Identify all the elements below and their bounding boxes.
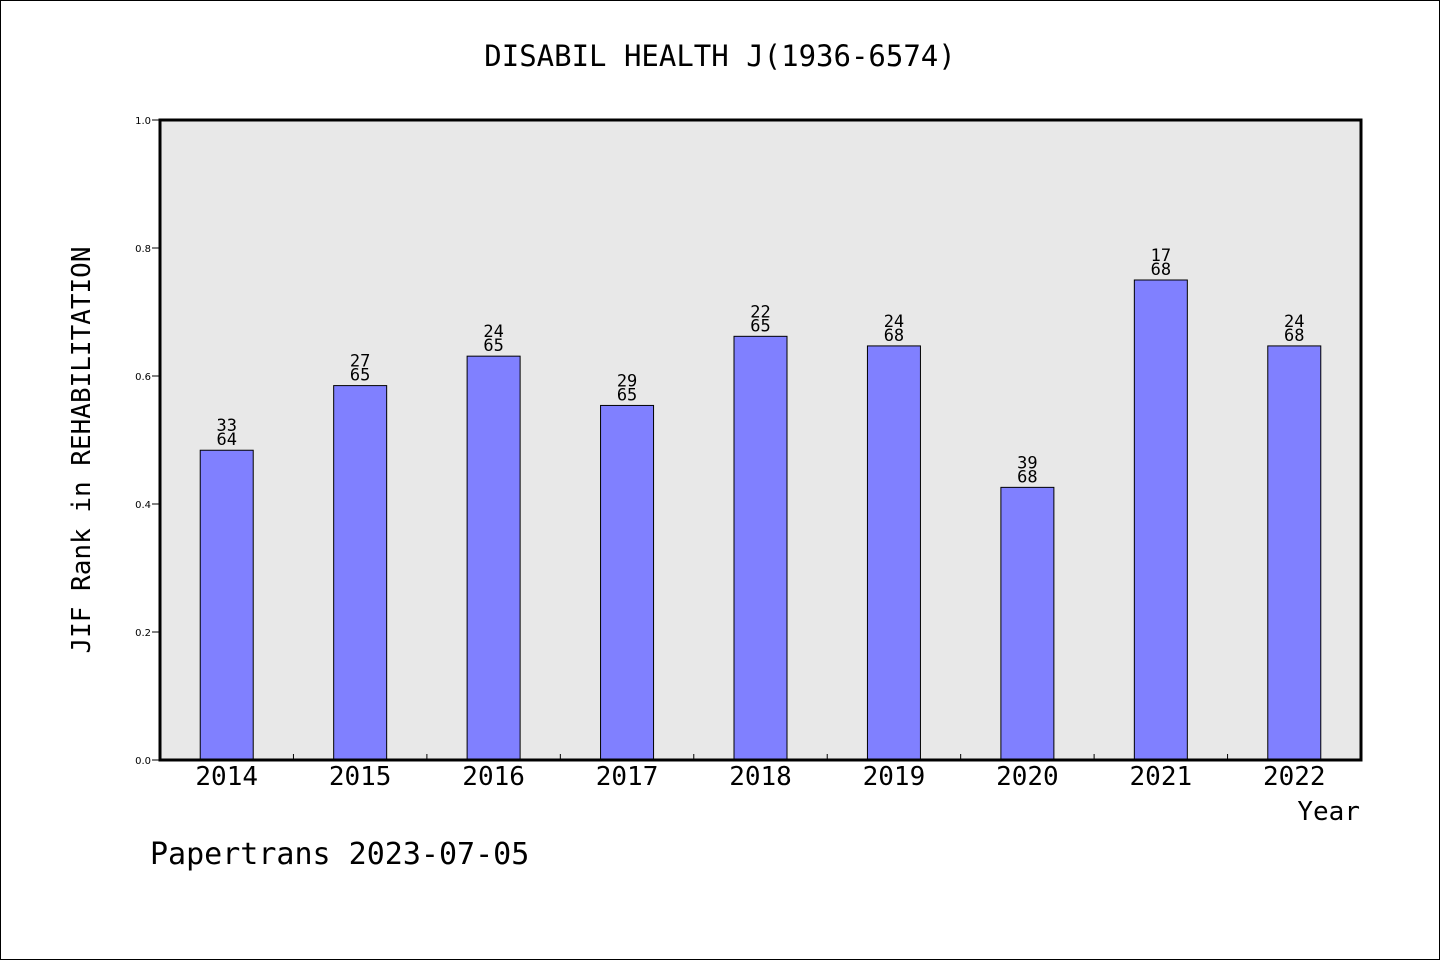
bar-total-label: 68	[1017, 467, 1037, 487]
y-tick-label: 0.4	[135, 500, 151, 511]
x-tick-label: 2022	[1263, 762, 1326, 792]
bar-rank-label: 33	[216, 416, 236, 436]
bar-2018	[733, 335, 788, 761]
x-tick-label: 2014	[195, 762, 258, 792]
bar-rank-label: 39	[1017, 453, 1037, 473]
bar-rank-label: 29	[617, 371, 637, 391]
y-tick-label: 1.0	[135, 116, 151, 127]
x-tick-label: 2018	[729, 762, 792, 792]
y-tick-label: 0.2	[135, 628, 151, 639]
bar-total-label: 68	[884, 326, 904, 346]
bar-rank-label: 24	[884, 312, 904, 332]
bar-total-label: 64	[216, 430, 236, 450]
x-tick-label: 2021	[1130, 762, 1193, 792]
bar-2017	[600, 404, 655, 761]
bar-2019	[866, 345, 921, 761]
bar-2021	[1133, 279, 1188, 761]
bar-total-label: 65	[350, 366, 370, 386]
bar-rank-label: 24	[483, 322, 503, 342]
x-axis-label: Year	[1297, 797, 1360, 827]
y-tick-label: 0.0	[135, 756, 151, 767]
bar-total-label: 65	[617, 385, 637, 405]
bar-2014	[199, 449, 254, 761]
bar-2015	[333, 385, 388, 761]
x-tick-label: 2020	[996, 762, 1059, 792]
x-tick-label: 2016	[462, 762, 525, 792]
x-tick-label: 2019	[863, 762, 926, 792]
bar-2020	[1000, 486, 1055, 761]
chart-title: DISABIL HEALTH J(1936-6574)	[484, 39, 955, 73]
x-tick-label: 2017	[596, 762, 659, 792]
plot-area: 3364201427652015246520162965201722652018…	[135, 116, 1363, 792]
y-axis-label: JIF Rank in REHABILITATION	[67, 247, 97, 654]
footer-credit: Papertrans 2023-07-05	[150, 837, 529, 872]
y-tick-label: 0.8	[135, 244, 151, 255]
bar-total-label: 68	[1284, 326, 1304, 346]
bar-total-label: 65	[750, 316, 770, 336]
bar-rank-label: 27	[350, 352, 370, 372]
y-tick-label: 0.6	[135, 372, 151, 383]
x-tick-label: 2015	[329, 762, 392, 792]
bar-rank-label: 24	[1284, 312, 1304, 332]
bar-2016	[466, 355, 521, 761]
bar-total-label: 68	[1151, 260, 1171, 280]
bar-rank-label: 22	[750, 302, 770, 322]
bar-2022	[1267, 345, 1322, 761]
bar-total-label: 65	[483, 336, 503, 356]
plot-border	[158, 118, 1363, 762]
bar-rank-label: 17	[1151, 246, 1171, 266]
